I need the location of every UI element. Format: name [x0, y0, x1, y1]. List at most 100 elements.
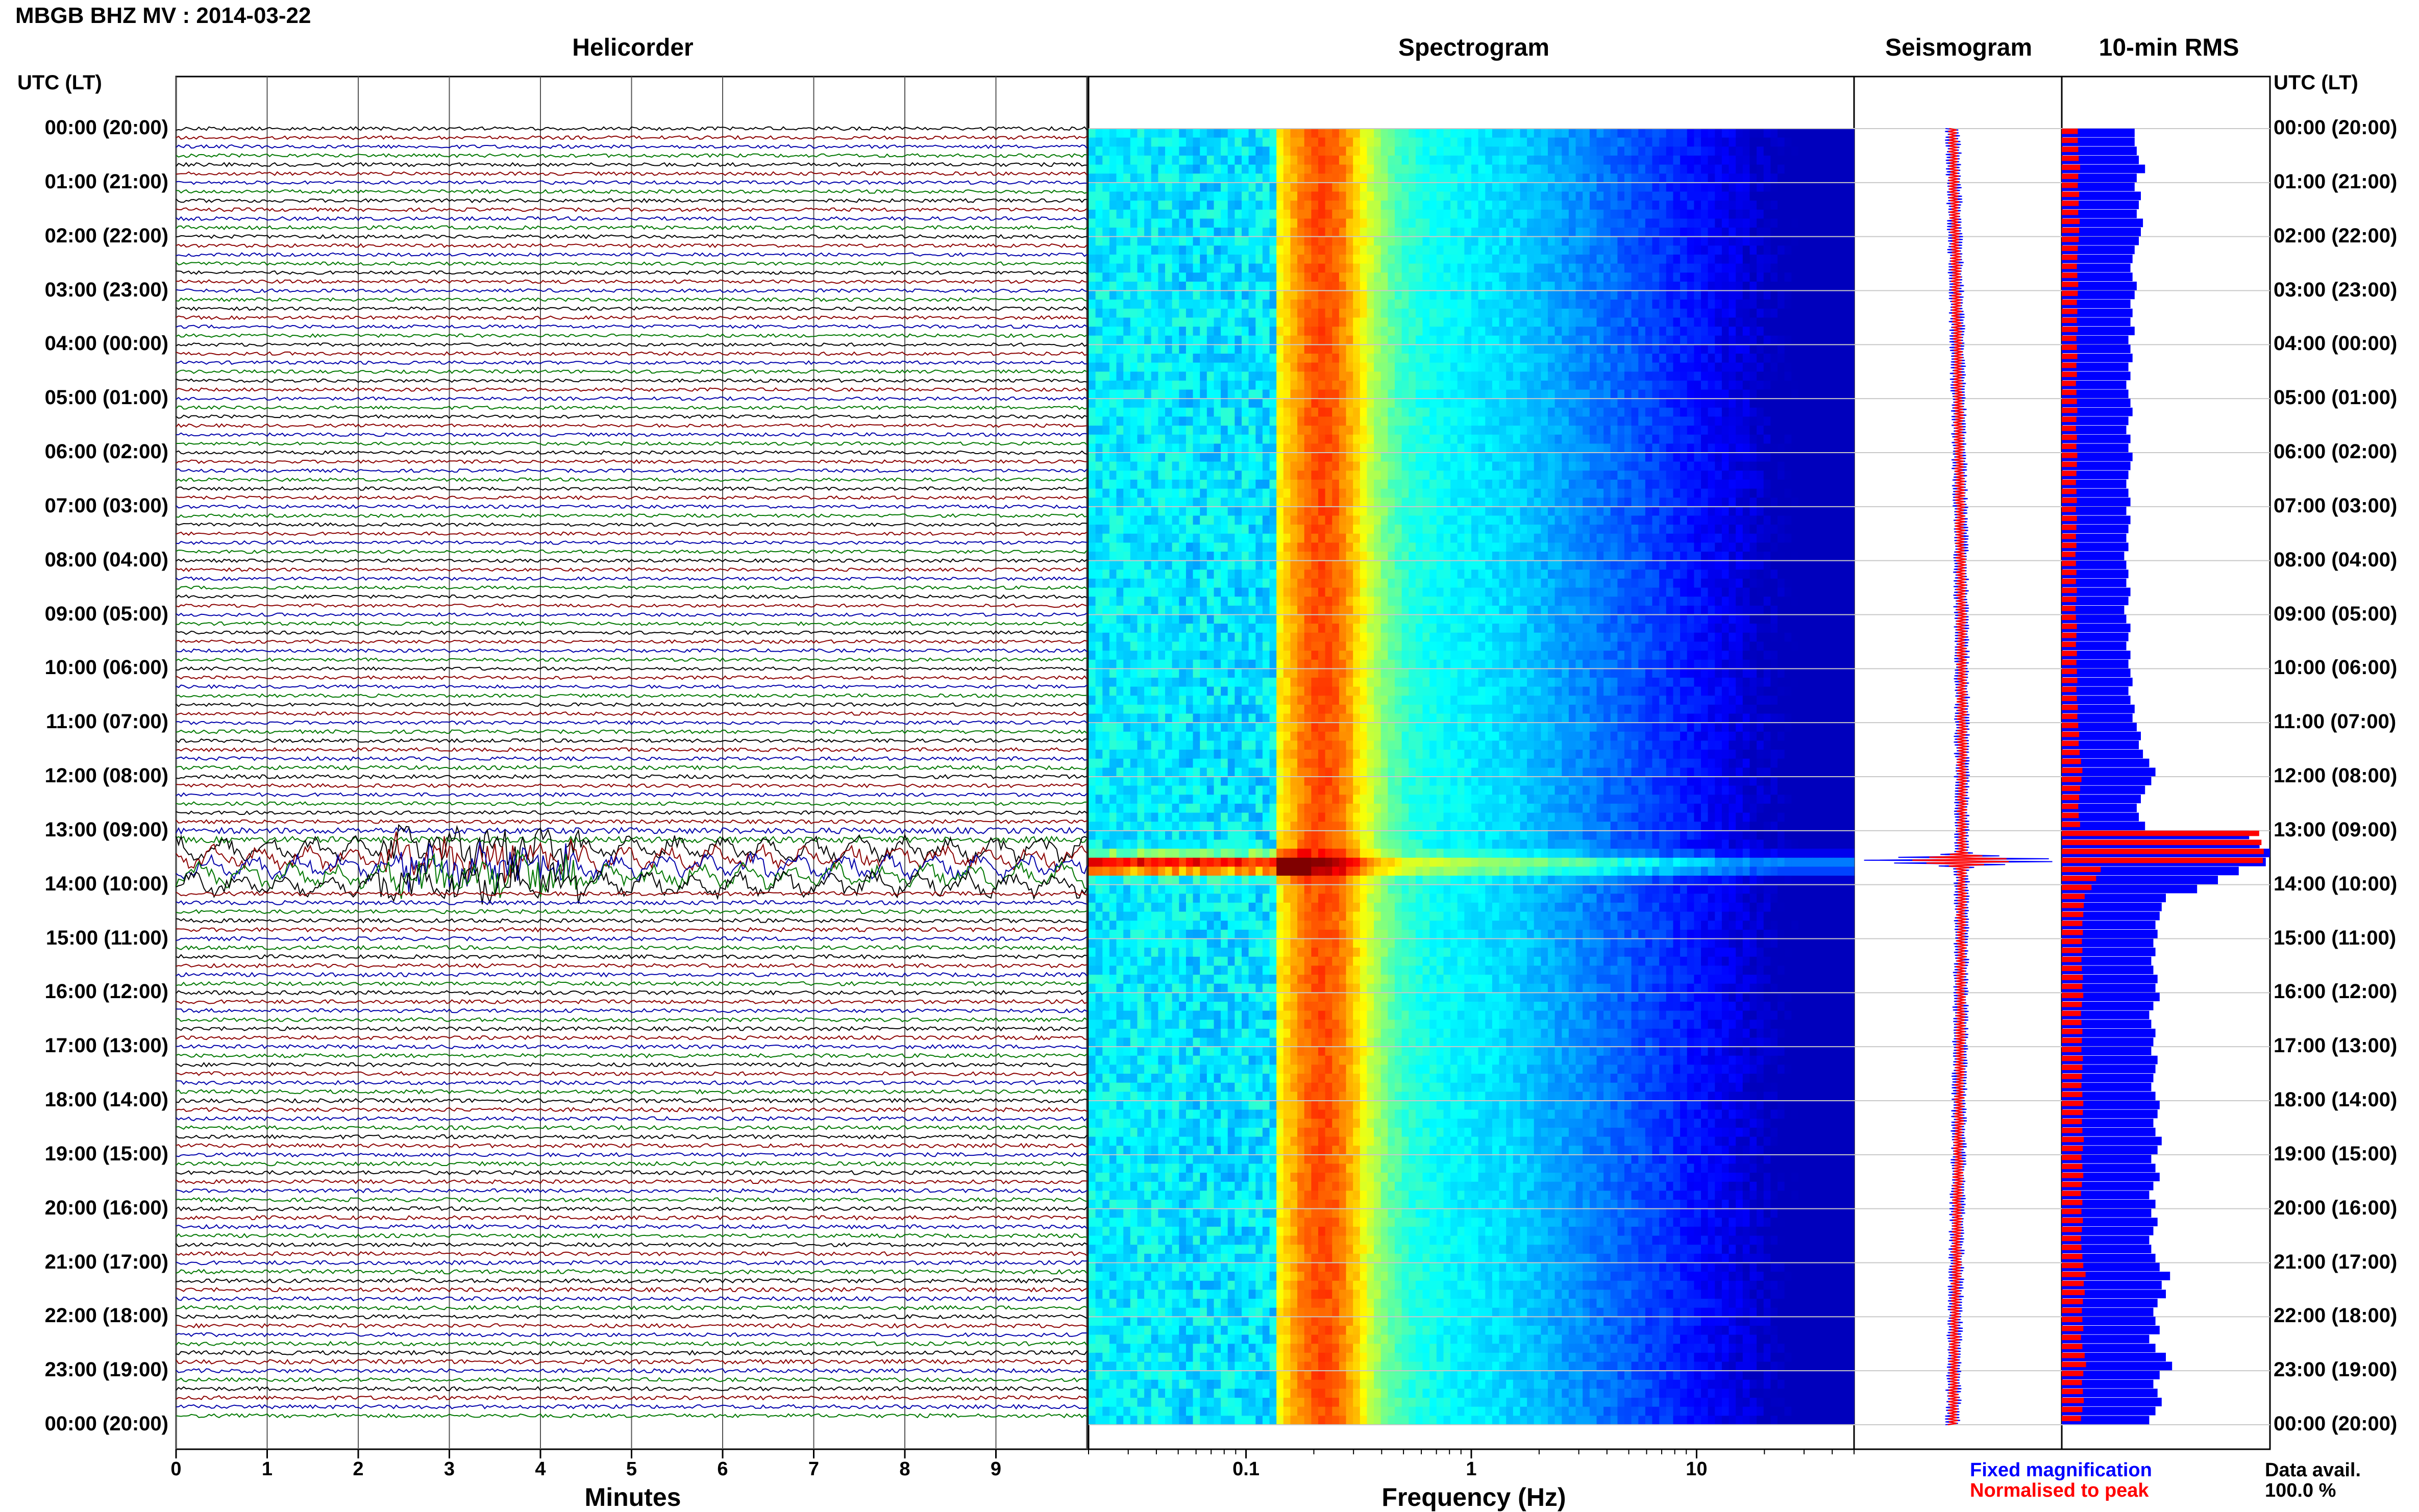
spectrogram-cell — [1158, 399, 1166, 408]
spectrogram-cell — [1095, 479, 1103, 489]
spectrogram-cell — [1589, 407, 1597, 417]
spectrogram-cell — [1276, 344, 1284, 354]
spectrogram-cell — [1589, 290, 1597, 300]
spectrogram-cell — [1214, 407, 1221, 417]
spectrogram-cell — [1332, 515, 1340, 525]
spectrogram-cell — [1186, 191, 1194, 201]
spectrogram-cell — [1617, 443, 1625, 453]
spectrogram-cell — [1276, 453, 1284, 462]
spectrogram-cell — [1631, 434, 1639, 444]
spectrogram-cell — [1311, 317, 1319, 327]
spectrogram-cell — [1339, 362, 1347, 372]
spectrogram-cell — [1568, 263, 1576, 273]
spectrogram-cell — [1109, 371, 1117, 381]
spectrogram-cell — [1374, 173, 1381, 183]
spectrogram-cell — [1255, 254, 1263, 264]
spectrogram-cell — [1527, 129, 1535, 138]
spectrogram-cell — [1596, 335, 1604, 345]
spectrogram-cell — [1652, 426, 1660, 435]
spectrogram-cell — [1179, 254, 1187, 264]
spectrogram-cell — [1562, 470, 1569, 480]
spectrogram-cell — [1374, 488, 1381, 498]
spectrogram-cell — [1603, 371, 1611, 381]
spectrogram-cell — [1680, 300, 1688, 309]
spectrogram-cell — [1805, 254, 1813, 264]
spectrogram-cell — [1721, 173, 1730, 183]
spectrogram-cell — [1770, 308, 1778, 318]
spectrogram-cell — [1729, 354, 1736, 363]
spectrogram-cell — [1638, 525, 1646, 534]
spectrogram-cell — [1485, 426, 1493, 435]
spectrogram-cell — [1680, 146, 1688, 156]
spectrogram-cell — [1255, 173, 1263, 183]
spectrogram-cell — [1617, 515, 1625, 525]
spectrogram-cell — [1847, 380, 1855, 390]
spectrogram-cell — [1694, 488, 1701, 498]
spectrogram-cell — [1464, 218, 1472, 228]
spectrogram-cell — [1778, 308, 1785, 318]
spectrogram-cell — [1784, 470, 1792, 480]
spectrogram-cell — [1749, 399, 1757, 408]
spectrogram-cell — [1624, 245, 1632, 255]
spectrogram-cell — [1645, 380, 1653, 390]
spectrogram-cell — [1374, 146, 1381, 156]
spectrogram-cell — [1206, 146, 1214, 156]
spectrogram-cell — [1144, 461, 1152, 471]
spectrogram-cell — [1186, 470, 1194, 480]
spectrogram-cell — [1214, 164, 1221, 174]
spectrogram-cell — [1297, 137, 1305, 147]
spectrogram-cell — [1109, 506, 1117, 516]
spectrogram-cell — [1729, 146, 1736, 156]
spectrogram-cell — [1206, 380, 1214, 390]
spectrogram-cell — [1666, 479, 1673, 489]
spectrogram-cell — [1144, 354, 1152, 363]
spectrogram-cell — [1575, 515, 1583, 525]
spectrogram-cell — [1346, 137, 1353, 147]
spectrogram-cell — [1102, 399, 1110, 408]
spectrogram-cell — [1673, 354, 1681, 363]
spectrogram-cell — [1596, 434, 1604, 444]
spectrogram-cell — [1513, 164, 1520, 174]
spectrogram-cell — [1485, 327, 1493, 336]
spectrogram-cell — [1708, 506, 1715, 516]
spectrogram-cell — [1520, 389, 1527, 399]
spectrogram-cell — [1548, 371, 1556, 381]
spectrogram-cell — [1666, 416, 1673, 426]
spectrogram-cell — [1429, 380, 1437, 390]
spectrogram-cell — [1409, 470, 1416, 480]
spectrogram-cell — [1158, 515, 1166, 525]
spectrogram-cell — [1367, 228, 1374, 237]
spectrogram-cell — [1221, 308, 1228, 318]
spectrogram-cell — [1784, 254, 1792, 264]
spectrogram-cell — [1652, 461, 1660, 471]
spectrogram-cell — [1492, 129, 1500, 138]
spectrogram-cell — [1617, 470, 1625, 480]
spectrogram-cell — [1784, 155, 1792, 165]
spectrogram-cell — [1235, 407, 1242, 417]
spectrogram-cell — [1520, 525, 1527, 534]
spectrogram-cell — [1694, 164, 1701, 174]
spectrogram-cell — [1826, 164, 1834, 174]
spectrogram-cell — [1541, 399, 1548, 408]
spectrogram-cell — [1471, 371, 1479, 381]
spectrogram-cell — [1227, 155, 1235, 165]
spectrogram-cell — [1847, 308, 1855, 318]
spectrogram-cell — [1617, 479, 1625, 489]
spectrogram-cell — [1262, 488, 1270, 498]
spectrogram-cell — [1805, 380, 1813, 390]
spectrogram-cell — [1318, 129, 1326, 138]
spectrogram-cell — [1575, 129, 1583, 138]
spectrogram-cell — [1589, 254, 1597, 264]
spectrogram-cell — [1165, 470, 1173, 480]
spectrogram-cell — [1179, 281, 1187, 291]
spectrogram-cell — [1596, 236, 1604, 246]
spectrogram-cell — [1631, 362, 1639, 372]
spectrogram-cell — [1757, 498, 1764, 507]
spectrogram-cell — [1304, 164, 1312, 174]
spectrogram-cell — [1409, 327, 1416, 336]
spectrogram-cell — [1819, 354, 1826, 363]
spectrogram-cell — [1374, 434, 1381, 444]
spectrogram-cell — [1269, 443, 1277, 453]
spectrogram-cell — [1798, 191, 1806, 201]
spectrogram-cell — [1659, 389, 1667, 399]
